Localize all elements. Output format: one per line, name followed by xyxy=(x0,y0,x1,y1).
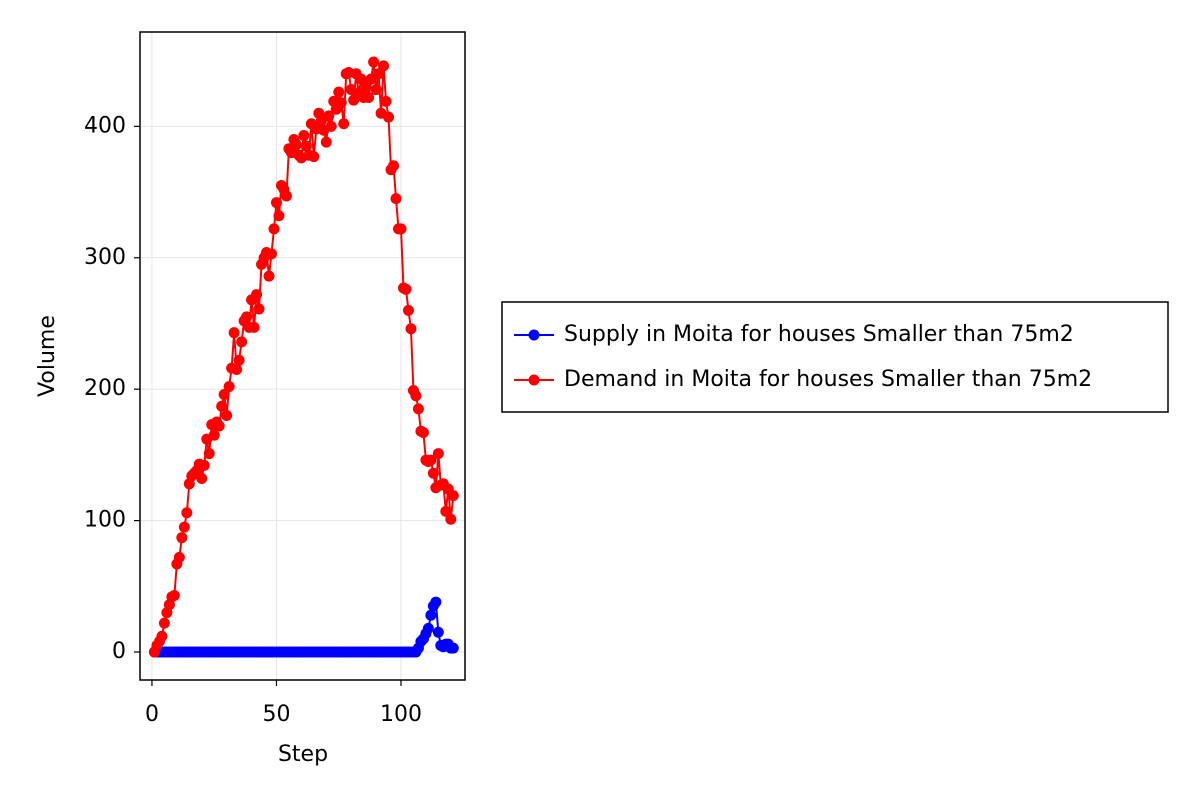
data-point xyxy=(251,289,263,301)
data-point xyxy=(156,630,168,642)
data-point xyxy=(338,118,350,130)
data-point xyxy=(228,327,240,339)
data-point xyxy=(425,454,437,466)
data-point xyxy=(383,111,395,123)
data-point xyxy=(335,97,347,109)
legend-label: Supply in Moita for houses Smaller than … xyxy=(564,322,1074,347)
plot-frame xyxy=(139,31,466,681)
data-point xyxy=(402,304,414,316)
legend: Supply in Moita for houses Smaller than … xyxy=(501,301,1169,413)
y-axis-label: Volume xyxy=(35,315,60,397)
data-point xyxy=(395,223,407,235)
data-point xyxy=(168,590,180,602)
y-tick-label: 200 xyxy=(84,376,126,401)
data-point xyxy=(265,248,277,260)
data-point xyxy=(378,60,390,72)
data-point xyxy=(405,323,417,335)
data-point xyxy=(400,283,412,295)
x-tick-label: 100 xyxy=(380,702,422,727)
data-point xyxy=(173,551,185,563)
data-point xyxy=(412,403,424,415)
data-point xyxy=(445,513,457,525)
data-point xyxy=(360,81,372,93)
data-point xyxy=(158,617,170,629)
data-point xyxy=(425,609,437,621)
data-point xyxy=(223,381,235,393)
data-point xyxy=(440,505,452,517)
y-tick-label: 0 xyxy=(112,639,126,664)
data-point xyxy=(447,642,459,654)
data-point xyxy=(241,311,253,323)
data-point xyxy=(221,409,233,421)
data-point xyxy=(308,151,320,163)
data-point xyxy=(218,388,230,400)
data-point xyxy=(355,73,367,85)
data-point xyxy=(432,448,444,460)
plot-area xyxy=(148,56,459,658)
y-tick-label: 300 xyxy=(84,245,126,270)
data-point xyxy=(410,390,422,402)
data-point xyxy=(233,354,245,366)
data-point xyxy=(273,210,285,222)
legend-label: Demand in Moita for houses Smaller than … xyxy=(564,367,1092,392)
data-point xyxy=(178,521,190,533)
data-point xyxy=(323,110,335,122)
data-point xyxy=(203,448,215,460)
y-tick-label: 100 xyxy=(84,508,126,533)
data-point xyxy=(248,321,260,333)
legend-box xyxy=(501,301,1169,413)
legend-marker xyxy=(528,329,540,341)
data-point xyxy=(208,429,220,441)
data-point xyxy=(298,130,310,142)
data-point xyxy=(176,532,188,544)
data-point xyxy=(280,190,292,202)
data-point xyxy=(181,507,193,519)
data-point xyxy=(231,363,243,375)
data-point xyxy=(422,622,434,634)
x-tick-label: 0 xyxy=(145,702,159,727)
data-point xyxy=(320,136,332,148)
data-point xyxy=(427,467,439,479)
data-point xyxy=(325,120,337,132)
data-point xyxy=(198,459,210,471)
data-point xyxy=(236,336,248,348)
data-point xyxy=(363,91,375,103)
data-point xyxy=(430,596,442,608)
x-axis-label: Step xyxy=(278,742,328,767)
data-point xyxy=(417,427,429,439)
data-point xyxy=(268,223,280,235)
data-point xyxy=(388,160,400,172)
data-point xyxy=(368,56,380,68)
data-point xyxy=(263,270,275,282)
data-point xyxy=(300,140,312,152)
data-point xyxy=(370,84,382,96)
data-point xyxy=(290,139,302,151)
data-point xyxy=(373,68,385,80)
x-tick-label: 50 xyxy=(262,702,290,727)
data-point xyxy=(432,626,444,638)
data-point xyxy=(253,303,265,315)
data-point xyxy=(196,473,208,485)
data-point xyxy=(213,420,225,432)
data-point xyxy=(270,197,282,209)
y-tick-label: 400 xyxy=(84,113,126,138)
data-point xyxy=(447,490,459,502)
legend-marker xyxy=(528,374,540,386)
data-point xyxy=(333,86,345,98)
data-point xyxy=(216,400,228,412)
data-point xyxy=(380,95,392,107)
data-point xyxy=(390,193,402,205)
